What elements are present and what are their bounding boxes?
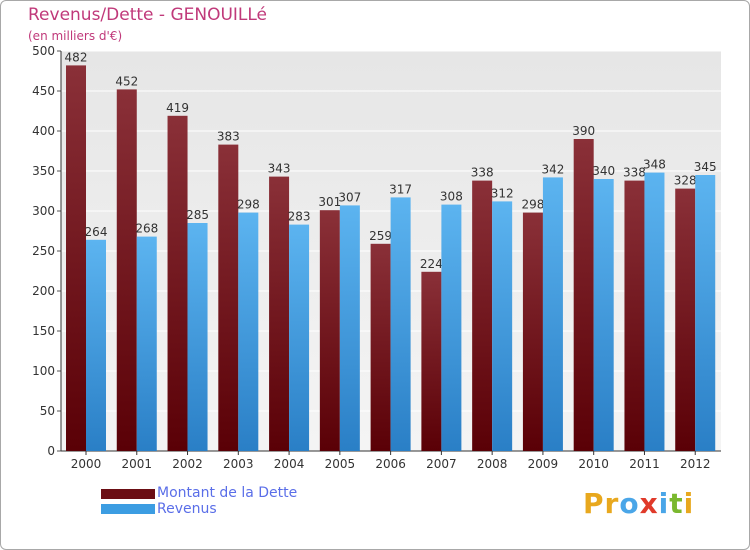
data-label-dette: 338 <box>623 166 646 180</box>
bar-revenus <box>339 205 360 451</box>
logo-letter: i <box>683 487 695 520</box>
data-label-revenus: 348 <box>643 158 666 172</box>
chart-subtitle: (en milliers d'€) <box>28 29 123 43</box>
y-tick-label: 500 <box>32 44 55 58</box>
bar-chart: 0 50 100 150 200 250 300 350 400 450 500 482 264 2000… <box>32 44 721 471</box>
logo-letter: x <box>639 487 659 520</box>
bar-dette <box>421 271 442 451</box>
bar-revenus <box>492 201 513 451</box>
x-tick-label: 2011 <box>629 457 660 471</box>
data-label-revenus: 285 <box>186 208 209 222</box>
y-tick-label: 0 <box>47 444 55 458</box>
data-label-dette: 259 <box>369 229 392 243</box>
x-tick-label: 2000 <box>71 457 102 471</box>
bar-dette <box>573 139 594 451</box>
data-label-dette: 343 <box>268 162 291 176</box>
y-tick-label: 50 <box>40 404 55 418</box>
data-label-revenus: 268 <box>135 222 158 236</box>
y-tick-label: 400 <box>32 124 55 138</box>
x-tick-label: 2003 <box>223 457 254 471</box>
data-label-revenus: 317 <box>389 182 412 196</box>
legend-label-debt: Montant de la Dette <box>157 485 298 501</box>
x-tick-label: 2002 <box>172 457 203 471</box>
data-label-revenus: 340 <box>592 164 615 178</box>
bar-revenus <box>644 172 665 451</box>
x-tick-label: 2010 <box>578 457 609 471</box>
bar-revenus <box>542 177 563 451</box>
y-tick-label: 150 <box>32 324 55 338</box>
x-tick-label: 2009 <box>528 457 559 471</box>
data-label-dette: 301 <box>318 195 341 209</box>
bar-revenus <box>86 239 106 451</box>
y-tick-label: 350 <box>32 164 55 178</box>
data-label-dette: 338 <box>471 166 494 180</box>
data-label-dette: 224 <box>420 257 443 271</box>
data-label-dette: 482 <box>65 50 88 64</box>
data-label-revenus: 283 <box>288 210 311 224</box>
bar-revenus <box>136 236 157 451</box>
x-tick-label: 2008 <box>477 457 508 471</box>
bar-dette <box>116 89 137 452</box>
legend-label-revenue: Revenus <box>157 501 217 517</box>
bar-dette <box>370 243 391 451</box>
bar-revenus <box>441 204 462 451</box>
data-label-revenus: 264 <box>85 225 108 239</box>
bar-dette <box>167 115 188 452</box>
data-label-dette: 383 <box>217 130 240 144</box>
logo-letter: t <box>669 487 684 520</box>
y-tick-label: 450 <box>32 84 55 98</box>
bar-dette <box>319 210 340 451</box>
data-label-dette: 328 <box>674 174 697 188</box>
data-label-dette: 390 <box>572 124 595 138</box>
logo-letter: o <box>619 487 640 520</box>
data-label-revenus: 298 <box>237 198 260 212</box>
legend-swatch-debt <box>101 489 155 499</box>
x-tick-label: 2012 <box>680 457 711 471</box>
data-label-dette: 452 <box>115 74 138 88</box>
data-label-revenus: 307 <box>338 190 361 204</box>
y-tick-label: 250 <box>32 244 55 258</box>
y-tick-label: 200 <box>32 284 55 298</box>
chart-title: Revenus/Dette - GENOUILLé <box>28 5 268 25</box>
x-tick-label: 2006 <box>375 457 406 471</box>
bar-dette <box>66 65 86 452</box>
logo-letter: r <box>604 487 620 520</box>
data-label-revenus: 342 <box>541 162 564 176</box>
bar-dette <box>218 144 239 451</box>
bar-revenus <box>238 212 259 451</box>
y-tick-label: 300 <box>32 204 55 218</box>
bar-revenus <box>695 175 716 451</box>
bar-dette <box>522 212 543 451</box>
bar-dette <box>472 180 493 451</box>
bar-dette <box>675 188 696 451</box>
x-tick-label: 2007 <box>426 457 457 471</box>
data-label-dette: 298 <box>521 198 544 212</box>
x-tick-label: 2005 <box>325 457 356 471</box>
bar-revenus <box>289 224 310 451</box>
bar-revenus <box>593 179 614 451</box>
y-tick-label: 100 <box>32 364 55 378</box>
x-tick-label: 2001 <box>121 457 152 471</box>
logo-letter: i <box>658 487 670 520</box>
bar-dette <box>624 180 645 451</box>
data-label-revenus: 312 <box>491 186 514 200</box>
legend-swatch-revenue <box>101 504 155 514</box>
bar-revenus <box>187 223 208 451</box>
bar-revenus <box>390 197 411 451</box>
data-label-dette: 419 <box>166 101 189 115</box>
logo-letter: P <box>583 487 605 520</box>
proxiti-logo: Proxiti <box>583 487 694 520</box>
data-label-revenus: 345 <box>694 160 717 174</box>
data-label-revenus: 308 <box>440 190 463 204</box>
x-tick-label: 2004 <box>274 457 305 471</box>
bar-dette <box>269 176 290 451</box>
